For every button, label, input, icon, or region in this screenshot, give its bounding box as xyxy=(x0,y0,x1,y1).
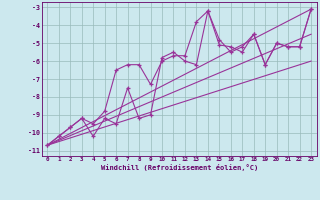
X-axis label: Windchill (Refroidissement éolien,°C): Windchill (Refroidissement éolien,°C) xyxy=(100,164,258,171)
